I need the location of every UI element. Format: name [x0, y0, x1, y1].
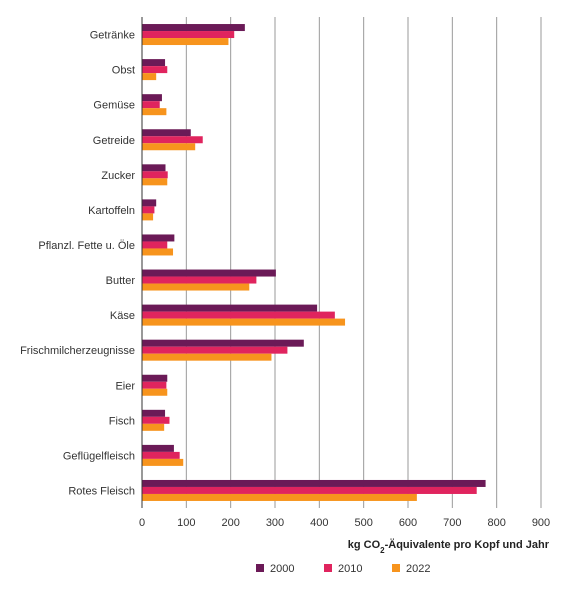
bar-2000-12 [142, 444, 174, 452]
bar-2000-8 [142, 304, 318, 312]
legend-label-2000: 2000 [270, 563, 294, 575]
bar-2010-9 [142, 346, 288, 354]
legend: 2000 2010 2022 [256, 563, 430, 575]
category-label-9: Frischmilcherzeugnisse [20, 345, 135, 357]
bar-2000-9 [142, 339, 304, 347]
bar-2022-12 [142, 458, 184, 466]
category-label-5: Kartoffeln [88, 205, 135, 217]
bar-2010-8 [142, 311, 335, 319]
x-tick-label-0: 0 [139, 517, 145, 529]
x-tick-label-300: 300 [266, 517, 284, 529]
category-label-1: Obst [112, 65, 135, 77]
bar-2010-2 [142, 101, 160, 109]
category-label-12: Geflügelfleisch [63, 450, 135, 462]
bar-2010-12 [142, 451, 180, 459]
legend-swatch-2000 [256, 564, 264, 572]
x-tick-label-700: 700 [443, 517, 461, 529]
legend-label-2010: 2010 [338, 563, 362, 575]
category-label-4: Zucker [101, 170, 135, 182]
x-tick-labels: 0 100 200 300 400 500 600 700 800 900 [139, 517, 550, 529]
bar-2010-7 [142, 276, 257, 284]
bar-2000-13 [142, 479, 486, 487]
x-axis-title-main: kg CO [348, 539, 381, 551]
category-label-10: Eier [115, 380, 135, 392]
bar-2010-1 [142, 66, 168, 74]
bar-2000-6 [142, 234, 175, 242]
category-label-3: Getreide [93, 135, 135, 147]
bar-2022-4 [142, 178, 168, 186]
category-label-7: Butter [106, 275, 136, 287]
x-axis-title: kg CO2-Äquivalente pro Kopf und Jahr [348, 538, 550, 555]
x-tick-label-100: 100 [177, 517, 195, 529]
bar-2000-4 [142, 164, 166, 172]
bar-2022-5 [142, 213, 154, 221]
x-axis-title-rest: -Äquivalente pro Kopf und Jahr [385, 538, 550, 551]
bar-2022-6 [142, 248, 174, 256]
bar-2022-9 [142, 353, 272, 361]
bar-2010-5 [142, 206, 155, 214]
x-tick-label-200: 200 [221, 517, 239, 529]
bar-2010-4 [142, 171, 168, 179]
bar-2010-0 [142, 31, 235, 39]
bar-2022-11 [142, 423, 165, 431]
bar-2010-13 [142, 486, 477, 494]
category-label-8: Käse [110, 310, 135, 322]
x-tick-label-800: 800 [487, 517, 505, 529]
bar-2000-7 [142, 269, 276, 277]
category-label-6: Pflanzl. Fette u. Öle [38, 240, 135, 252]
grid-lines [185, 17, 542, 508]
legend-label-2022: 2022 [406, 563, 430, 575]
bar-2022-13 [142, 493, 417, 501]
bar-2022-1 [142, 73, 157, 81]
x-axis-title-sub: 2 [380, 546, 385, 555]
bar-2010-10 [142, 381, 167, 389]
legend-swatch-2022 [392, 564, 400, 572]
bar-2022-3 [142, 143, 196, 151]
x-tick-label-500: 500 [354, 517, 372, 529]
bar-2010-11 [142, 416, 170, 424]
bar-2022-8 [142, 318, 346, 326]
category-label-0: Getränke [90, 30, 135, 42]
legend-swatch-2010 [324, 564, 332, 572]
bar-2022-0 [142, 38, 229, 46]
bar-2010-6 [142, 241, 168, 249]
bar-2010-3 [142, 136, 203, 144]
bars-group [142, 24, 486, 501]
bar-2022-7 [142, 283, 250, 291]
bar-2000-1 [142, 59, 166, 67]
bar-2000-3 [142, 129, 191, 137]
x-tick-label-600: 600 [399, 517, 417, 529]
bar-2000-5 [142, 199, 157, 207]
category-label-13: Rotes Fleisch [68, 485, 135, 497]
bar-2000-0 [142, 24, 245, 32]
category-labels: Getränke Obst Gemüse Getreide Zucker Kartoffe… [20, 30, 135, 498]
x-tick-label-400: 400 [310, 517, 328, 529]
bar-2022-2 [142, 108, 167, 116]
bar-2000-11 [142, 409, 166, 417]
bar-2000-2 [142, 94, 162, 102]
bar-2000-10 [142, 374, 168, 382]
bar-2022-10 [142, 388, 168, 396]
category-label-11: Fisch [109, 415, 135, 427]
x-tick-label-900: 900 [532, 517, 550, 529]
category-label-2: Gemüse [93, 100, 135, 112]
